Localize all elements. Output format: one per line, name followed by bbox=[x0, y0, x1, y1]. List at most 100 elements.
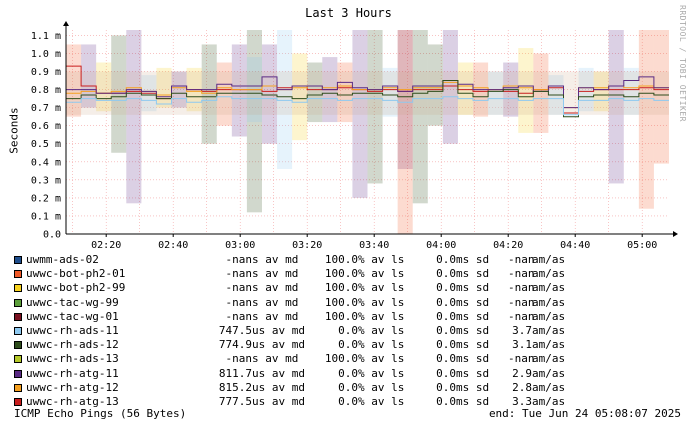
legend-host-name: uwwc-rh-ads-11 bbox=[26, 323, 119, 337]
x-tick-label: 03:40 bbox=[359, 240, 389, 251]
legend-loss-unit: % av ls bbox=[358, 338, 405, 352]
legend-am-unit: am/as bbox=[532, 394, 566, 408]
deviation-band bbox=[156, 67, 172, 108]
legend-swatch bbox=[14, 312, 22, 321]
legend-am: 3.3 bbox=[512, 394, 532, 408]
legend-host-name: uwwc-rh-atg-13 bbox=[26, 394, 119, 408]
x-tick-label: 02:20 bbox=[91, 240, 121, 251]
deviation-band bbox=[457, 62, 474, 115]
legend-median: -nan bbox=[225, 309, 253, 323]
legend-median: 777.5 bbox=[218, 394, 252, 408]
deviation-band bbox=[397, 30, 413, 234]
legend-row: uwwc-rh-ads-12 774.9 us av md 0.0% av ls 0.0… bbox=[14, 338, 580, 352]
median-band bbox=[307, 71, 323, 115]
legend-am: 2.8 bbox=[512, 380, 532, 394]
legend-sd-unit: ms sd bbox=[456, 366, 490, 380]
median-band bbox=[397, 71, 413, 115]
deviation-band bbox=[126, 30, 142, 204]
legend-median-unit: us av md bbox=[252, 323, 305, 337]
legend-am-unit: am/as bbox=[532, 267, 566, 281]
legend-median-unit: us av md bbox=[252, 366, 305, 380]
y-tick-label: 1.1 m bbox=[31, 31, 61, 42]
legend-host-name: uwwc-tac-wg-99 bbox=[26, 295, 119, 309]
legend-am: -nan bbox=[508, 352, 535, 366]
legend-host-name: uwwc-bot-ph2-99 bbox=[26, 281, 126, 295]
legend-row: uwwc-tac-wg-99 -nan s av md 100.0% av ls 0.0… bbox=[14, 296, 580, 310]
x-tick-label: 04:00 bbox=[426, 240, 456, 251]
median-band bbox=[442, 71, 458, 115]
legend-sd: 0.0 bbox=[436, 394, 456, 408]
legend-sd: 0.0 bbox=[436, 338, 456, 352]
chart-title: Last 3 Hours bbox=[305, 6, 392, 20]
median-band bbox=[186, 71, 202, 115]
legend-sd-unit: ms sd bbox=[456, 295, 490, 309]
deviation-band bbox=[352, 30, 368, 198]
x-tick-labels: 02:20 02:40 03:00 03:20 03:40 04:00 04:20 04:40… bbox=[91, 240, 657, 251]
legend-swatch bbox=[14, 256, 22, 265]
legend-row: uwwc-rh-atg-11 811.7 us av md 0.0% av ls 0.0… bbox=[14, 367, 580, 381]
deviation-band bbox=[442, 30, 458, 144]
y-tick-label: 0.0 bbox=[43, 230, 61, 241]
legend-median-unit: s av md bbox=[252, 281, 299, 295]
deviation-band bbox=[337, 62, 353, 123]
legend-sd-unit: ms sd bbox=[456, 352, 490, 366]
y-tick-label: 0.1 m bbox=[31, 211, 61, 222]
deviation-band bbox=[277, 30, 293, 170]
legend-sd: 0.0 bbox=[436, 352, 456, 366]
legend-swatch bbox=[14, 284, 22, 293]
legend-median-unit: s av md bbox=[252, 253, 299, 266]
legend-median-unit: us av md bbox=[252, 380, 305, 394]
legend-row: uwwc-rh-atg-13 777.5 us av md 0.0% av ls 0.0… bbox=[14, 395, 580, 409]
legend-am-unit: am/as bbox=[532, 338, 566, 352]
y-tick-label: 0.4 m bbox=[31, 157, 61, 168]
legend-loss: 0.0 bbox=[338, 338, 358, 352]
median-band bbox=[503, 71, 519, 115]
footer-end-time: end: Tue Jun 24 05:08:07 2025 bbox=[488, 407, 681, 420]
median-band bbox=[156, 71, 172, 115]
legend-sd-unit: ms sd bbox=[456, 323, 490, 337]
legend-loss: 100.0 bbox=[324, 253, 358, 266]
legend-median: -nan bbox=[225, 352, 253, 366]
legend-median: 774.9 bbox=[218, 338, 252, 352]
y-tick-label: 0.2 m bbox=[31, 193, 61, 204]
deviation-band bbox=[427, 44, 443, 126]
deviation-band bbox=[397, 30, 413, 170]
median-band bbox=[563, 71, 579, 115]
y-axis-label: Seconds bbox=[7, 107, 21, 154]
deviation-band bbox=[653, 30, 669, 164]
legend-median: 815.2 bbox=[218, 380, 252, 394]
deviation-band bbox=[231, 44, 247, 137]
legend-am: 3.7 bbox=[512, 323, 532, 337]
deviation-band bbox=[638, 30, 654, 209]
deviation-band bbox=[201, 44, 217, 144]
legend-sd: 0.0 bbox=[436, 323, 456, 337]
legend-host-name: uwmm-ads-02 bbox=[26, 253, 99, 266]
median-band bbox=[548, 71, 564, 115]
x-tick-label: 04:20 bbox=[493, 240, 523, 251]
series-line-uwwc-rh-ads-11 bbox=[66, 96, 669, 116]
legend-am-unit: am/as bbox=[532, 366, 566, 380]
legend-swatch bbox=[14, 327, 22, 336]
legend-loss-unit: % av ls bbox=[358, 295, 405, 309]
legend-swatch bbox=[14, 355, 22, 364]
legend-loss-unit: % av ls bbox=[358, 323, 405, 337]
legend-am: -nan bbox=[508, 281, 535, 295]
legend-host-name: uwwc-rh-ads-13 bbox=[26, 352, 119, 366]
y-tick-label: 0.6 m bbox=[31, 121, 61, 132]
legend-loss-unit: % av ls bbox=[358, 380, 405, 394]
legend-host-name: uwwc-rh-ads-12 bbox=[26, 338, 119, 352]
legend-am: 3.1 bbox=[512, 338, 532, 352]
legend-sd: 0.0 bbox=[436, 309, 456, 323]
legend-row: uwwc-rh-atg-12 815.2 us av md 0.0% av ls 0.0… bbox=[14, 381, 580, 395]
legend-swatch bbox=[14, 397, 22, 406]
median-band bbox=[382, 71, 398, 115]
legend-sd-unit: ms sd bbox=[456, 267, 490, 281]
legend: uwmm-ads-02 -nan s av md 100.0% av ls 0.0 ms … bbox=[14, 253, 580, 409]
deviation-bands bbox=[66, 30, 669, 234]
legend-am-unit: am/as bbox=[532, 253, 566, 266]
median-band bbox=[488, 71, 504, 115]
deviation-band bbox=[111, 35, 127, 153]
median-band bbox=[277, 71, 293, 115]
legend-am: 2.9 bbox=[512, 366, 532, 380]
median-lines bbox=[66, 65, 669, 118]
